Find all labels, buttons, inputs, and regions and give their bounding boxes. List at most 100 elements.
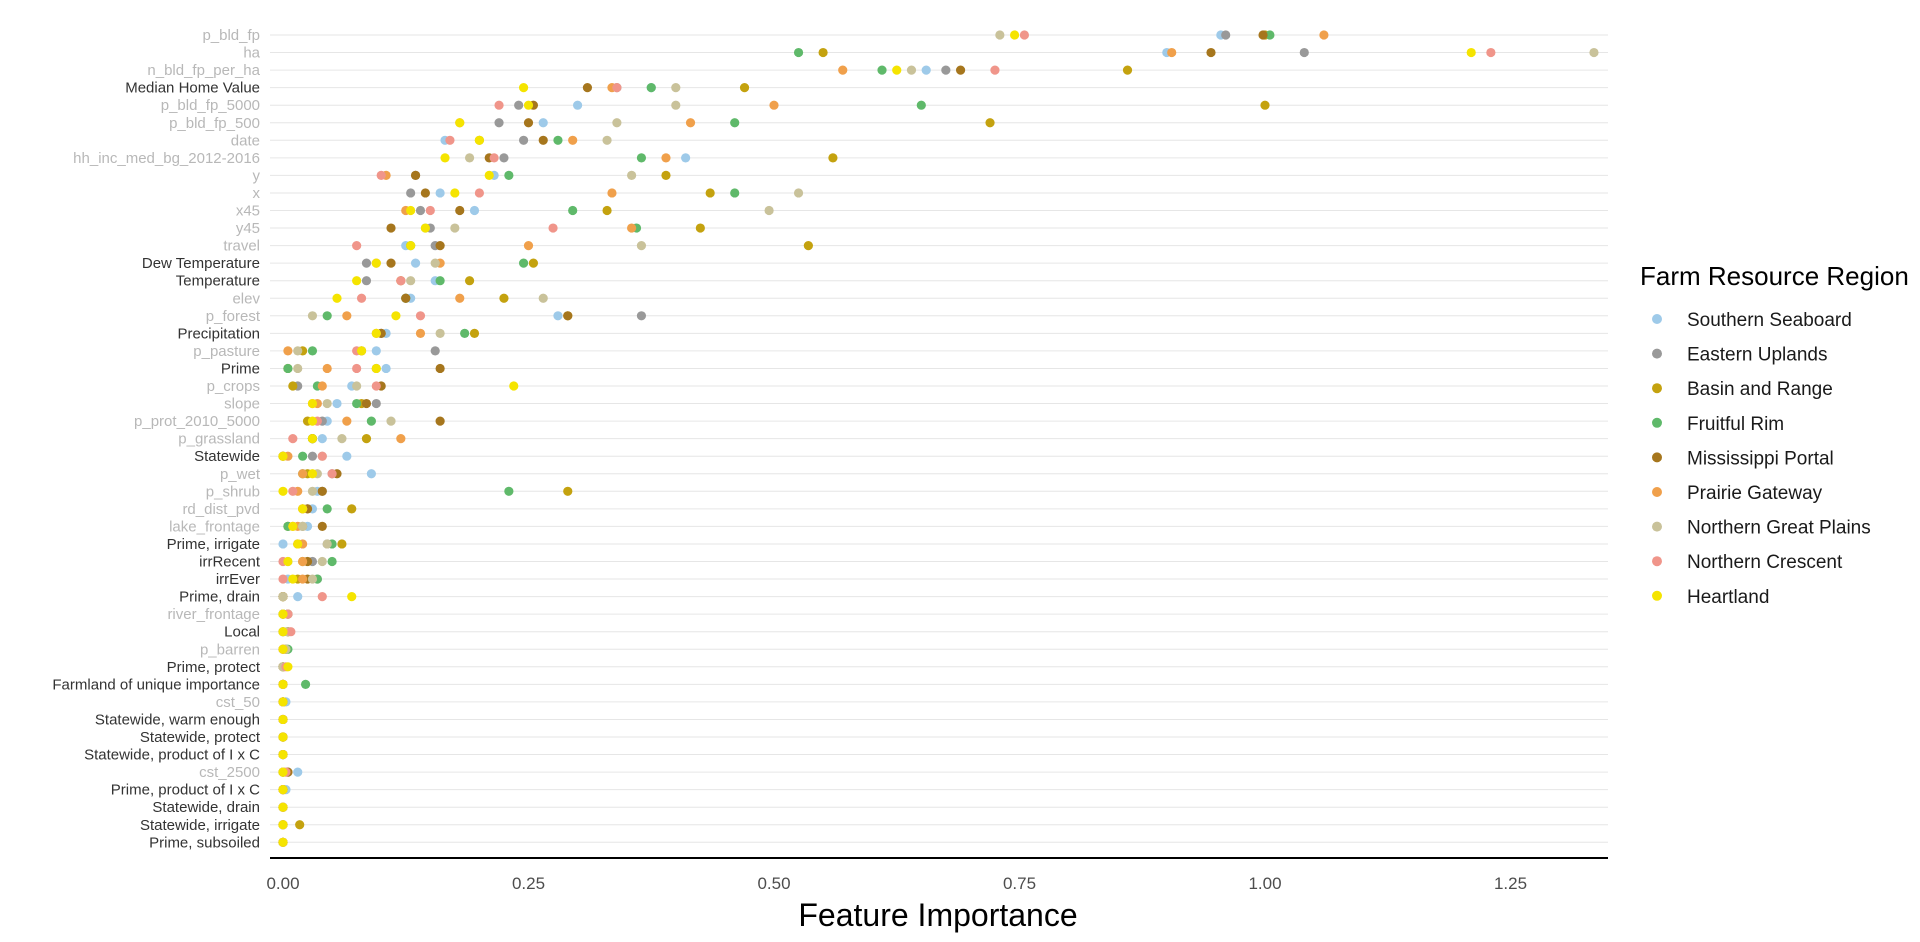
point-ha-mississippi-portal (1206, 47, 1216, 58)
point-prime-irrigate-southern-seaboard (278, 539, 288, 549)
point-hh-inc-med-bg-2012-2016-southern-seaboard (681, 153, 691, 163)
legend-title: Farm Resource Region (1640, 261, 1909, 291)
point-p-forest-fruitful-rim (322, 311, 332, 321)
point-p-forest-eastern-uplands (636, 311, 647, 321)
y-tick-label-statewide-product-of-i-x-c: Statewide, product of I x C (84, 747, 260, 764)
y-tick-label-date: date (231, 132, 260, 149)
point-p-grassland-southern-seaboard (317, 434, 327, 444)
point-p-shrub-northern-crescent (288, 486, 298, 496)
y-tick-label-hh-inc-med-bg-2012-2016: hh_inc_med_bg_2012-2016 (73, 150, 260, 167)
point-p-pasture-heartland (356, 346, 367, 356)
y-tick-label-precipitation: Precipitation (177, 325, 260, 342)
point-p-shrub-heartland (278, 486, 288, 496)
point-statewide-protect-heartland (278, 732, 288, 742)
point-x45-northern-great-plains (764, 205, 774, 216)
point-precipitation-heartland (371, 328, 381, 338)
point-prime-drain-heartland (347, 592, 357, 602)
point-statewide-southern-seaboard (342, 451, 352, 461)
point-dew-temperature-heartland (371, 258, 381, 268)
point-n-bld-fp-per-ha-mississippi-portal (955, 65, 966, 75)
point-local-heartland (278, 627, 288, 637)
y-tick-label-dew-temperature: Dew Temperature (142, 255, 260, 272)
point-p-crops-heartland (509, 381, 519, 391)
point-date-eastern-uplands (518, 135, 529, 145)
point-temperature-fruitful-rim (435, 276, 445, 286)
y-tick-label-cst-2500: cst_2500 (199, 764, 260, 781)
point-p-shrub-northern-great-plains (307, 486, 318, 496)
point-irrever-northern-crescent (278, 574, 288, 584)
legend-key-eastern-uplands (1652, 348, 1662, 359)
point-dew-temperature-fruitful-rim (518, 258, 529, 268)
point-p-crops-prairie-gateway (317, 381, 327, 391)
point-river-frontage-heartland (278, 609, 288, 619)
legend-label-northern-crescent: Northern Crescent (1687, 552, 1843, 573)
point-p-grassland-northern-crescent (288, 434, 298, 444)
point-x45-mississippi-portal (455, 205, 465, 216)
y-tick-label-statewide: Statewide (194, 448, 260, 465)
legend-label-heartland: Heartland (1687, 587, 1769, 608)
point-statewide-product-of-i-x-c-heartland (278, 749, 288, 760)
point-p-grassland-basin-and-range (361, 434, 372, 444)
point-p-crops-basin-and-range (288, 381, 298, 391)
y-tick-label-elev: elev (232, 290, 260, 307)
point-prime-northern-crescent (352, 363, 362, 374)
point-median-home-value-fruitful-rim (646, 83, 656, 93)
y-tick-label-farmland-of-unique-importance: Farmland of unique importance (52, 676, 260, 693)
point-n-bld-fp-per-ha-northern-great-plains (906, 65, 917, 75)
point-x-northern-crescent (474, 188, 484, 198)
point-irrrecent-heartland (283, 556, 293, 567)
point-hh-inc-med-bg-2012-2016-prairie-gateway (661, 153, 671, 163)
y-tick-label-p-forest: p_forest (206, 308, 261, 325)
y-tick-label-prime: Prime (221, 360, 260, 377)
point-p-wet-heartland (307, 469, 318, 479)
y-tick-label-y45: y45 (236, 220, 260, 237)
point-p-shrub-basin-and-range (563, 486, 573, 496)
point-n-bld-fp-per-ha-eastern-uplands (941, 65, 951, 75)
point-p-grassland-heartland (307, 434, 318, 444)
point-p-bld-fp-5000-fruitful-rim (916, 100, 926, 110)
y-tick-label-prime-protect: Prime, protect (167, 659, 261, 676)
point-p-prot-2010-5000-heartland (307, 416, 318, 426)
y-tick-label-lake-frontage: lake_frontage (169, 518, 260, 535)
point-p-forest-prairie-gateway (342, 311, 352, 321)
legend-label-southern-seaboard: Southern Seaboard (1687, 310, 1852, 331)
point-dew-temperature-northern-great-plains (430, 258, 440, 268)
point-p-shrub-fruitful-rim (504, 486, 514, 496)
y-tick-label-prime-irrigate: Prime, irrigate (167, 536, 260, 553)
point-p-bld-fp-500-eastern-uplands (494, 118, 504, 128)
legend-key-basin-and-range (1652, 383, 1662, 394)
point-median-home-value-heartland (518, 83, 529, 93)
point-median-home-value-northern-crescent (612, 83, 622, 93)
point-elev-heartland (332, 293, 342, 303)
point-prime-drain-northern-crescent (317, 592, 327, 602)
point-prime-product-of-i-x-c-heartland (278, 785, 288, 795)
legend-key-heartland (1652, 590, 1662, 601)
y-tick-label-statewide-warm-enough: Statewide, warm enough (95, 711, 260, 728)
point-n-bld-fp-per-ha-prairie-gateway (838, 65, 848, 75)
point-p-bld-fp-5000-northern-crescent (494, 100, 504, 110)
point-n-bld-fp-per-ha-basin-and-range (1122, 65, 1133, 75)
point-p-bld-fp-500-prairie-gateway (685, 118, 696, 128)
point-p-bld-fp-prairie-gateway (1319, 30, 1329, 40)
point-slope-eastern-uplands (371, 398, 381, 409)
point-travel-mississippi-portal (435, 241, 445, 251)
point-statewide-warm-enough-heartland (278, 714, 288, 725)
point-p-forest-southern-seaboard (553, 311, 563, 321)
point-precipitation-basin-and-range (469, 328, 480, 338)
point-temperature-eastern-uplands (361, 276, 372, 286)
y-tick-label-prime-subsoiled: Prime, subsoiled (149, 834, 260, 851)
point-farmland-of-unique-importance-fruitful-rim (300, 679, 311, 689)
legend-key-southern-seaboard (1652, 314, 1662, 324)
point-travel-basin-and-range (803, 241, 813, 251)
point-p-grassland-prairie-gateway (396, 434, 406, 444)
point-hh-inc-med-bg-2012-2016-eastern-uplands (499, 153, 509, 163)
y-tick-label-irrever: irrEver (216, 571, 260, 588)
y-tick-label-temperature: Temperature (176, 273, 260, 290)
x-tick-label: 0.75 (1003, 874, 1036, 893)
point-dew-temperature-mississippi-portal (386, 258, 396, 268)
point-statewide-eastern-uplands (307, 451, 318, 461)
point-p-bld-fp-northern-crescent (1019, 30, 1030, 40)
point-hh-inc-med-bg-2012-2016-northern-great-plains (464, 153, 475, 163)
point-dew-temperature-eastern-uplands (361, 258, 372, 268)
point-n-bld-fp-per-ha-fruitful-rim (877, 65, 887, 75)
